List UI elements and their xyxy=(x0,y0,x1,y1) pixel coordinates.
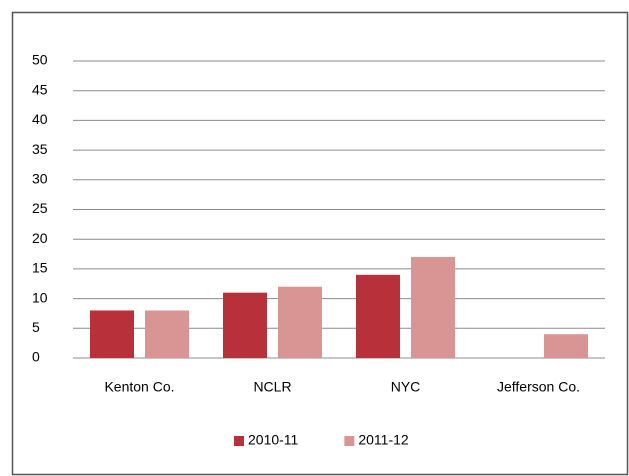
legend-swatch xyxy=(344,436,355,446)
y-tick-label: 15 xyxy=(32,260,48,276)
bar xyxy=(411,257,455,358)
y-tick-label: 40 xyxy=(32,111,48,127)
bar xyxy=(278,286,322,358)
y-tick-label: 50 xyxy=(32,52,48,68)
y-tick-label: 0 xyxy=(32,349,40,365)
y-tick-label: 5 xyxy=(32,319,40,335)
legend-swatch xyxy=(234,436,244,446)
y-tick-label: 35 xyxy=(32,141,48,157)
legend-label: 2011-12 xyxy=(358,432,409,448)
y-tick-label: 30 xyxy=(32,171,48,187)
bar xyxy=(544,334,588,358)
y-tick-label: 25 xyxy=(32,200,48,216)
y-tick-label: 45 xyxy=(32,81,48,97)
x-tick-label: Jefferson Co. xyxy=(497,379,580,395)
bar xyxy=(90,310,134,358)
bar xyxy=(145,310,189,358)
y-tick-label: 20 xyxy=(32,230,48,246)
y-tick-label: 10 xyxy=(32,289,48,305)
x-tick-label: NYC xyxy=(391,379,421,395)
bar xyxy=(356,274,400,358)
bar xyxy=(223,292,267,358)
x-tick-label: NCLR xyxy=(253,379,291,395)
chart-border xyxy=(11,11,629,476)
x-tick-label: Kenton Co. xyxy=(104,379,174,395)
legend-label: 2010-11 xyxy=(248,432,299,448)
